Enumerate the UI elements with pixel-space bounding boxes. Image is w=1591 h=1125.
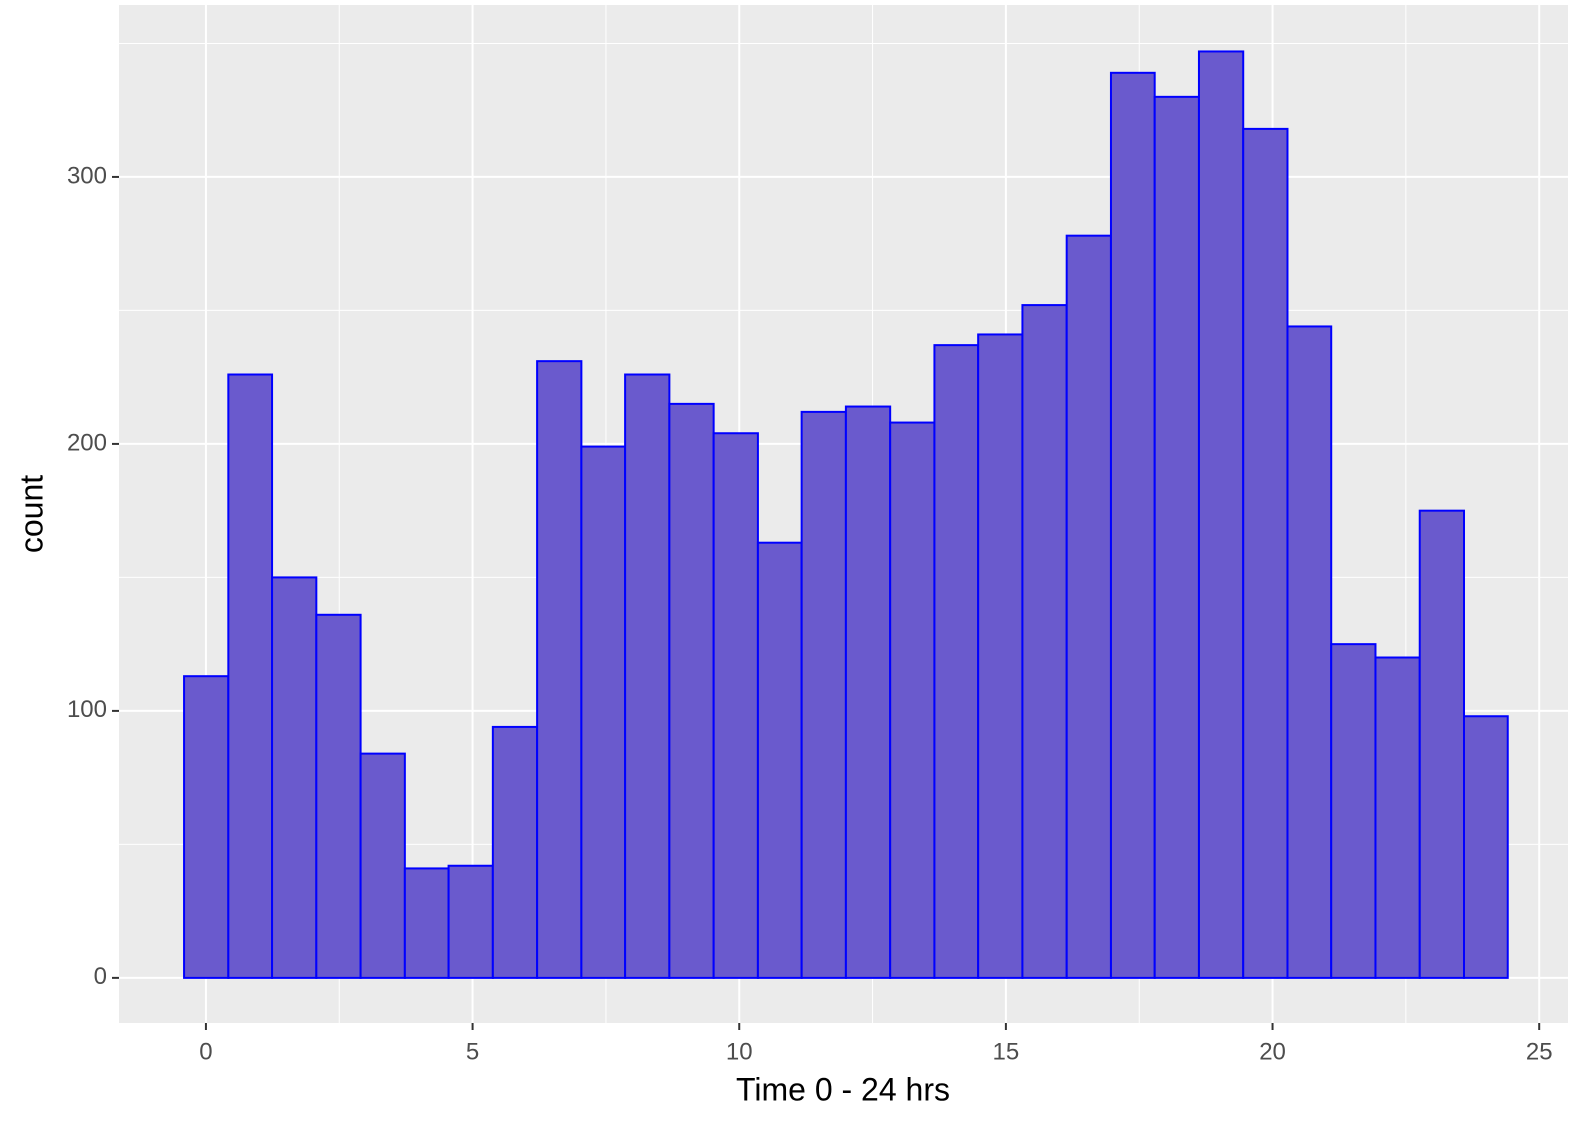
bar xyxy=(227,373,274,979)
x-tick-label: 20 xyxy=(1259,1038,1286,1065)
bar xyxy=(977,333,1024,979)
bar xyxy=(756,541,803,979)
y-tick-label: 0 xyxy=(94,963,107,990)
x-tick-label: 15 xyxy=(993,1038,1020,1065)
bar xyxy=(844,405,892,979)
x-axis-title: Time 0 - 24 hrs xyxy=(736,1071,950,1107)
bar xyxy=(1065,234,1112,979)
bar xyxy=(1374,656,1421,979)
bar xyxy=(1021,304,1068,979)
y-tick-label: 100 xyxy=(67,696,107,723)
bar xyxy=(800,410,847,979)
bar xyxy=(1153,95,1200,979)
y-tick-label: 200 xyxy=(67,429,107,456)
bar xyxy=(1286,325,1333,979)
x-tick-label: 0 xyxy=(199,1038,212,1065)
bar xyxy=(580,445,627,979)
bar xyxy=(889,421,936,979)
bar xyxy=(1330,643,1377,979)
bar xyxy=(359,752,406,979)
bar xyxy=(491,725,539,979)
bar xyxy=(403,867,450,979)
bar xyxy=(668,402,715,979)
bar xyxy=(315,613,362,979)
bar xyxy=(1463,715,1509,979)
bar xyxy=(712,432,759,979)
bar xyxy=(1197,50,1245,979)
y-axis-title: count xyxy=(13,475,49,553)
x-tick-label: 10 xyxy=(726,1038,753,1065)
bar xyxy=(447,864,494,979)
bar xyxy=(1242,127,1289,979)
bar xyxy=(271,576,318,979)
x-tick-label: 5 xyxy=(466,1038,479,1065)
bar xyxy=(1418,509,1466,979)
bar xyxy=(536,360,583,979)
bar xyxy=(624,373,671,979)
x-tick-label: 25 xyxy=(1526,1038,1553,1065)
bar xyxy=(183,675,230,979)
bar xyxy=(933,344,980,979)
y-tick-label: 300 xyxy=(67,162,107,189)
bar xyxy=(1109,71,1156,979)
